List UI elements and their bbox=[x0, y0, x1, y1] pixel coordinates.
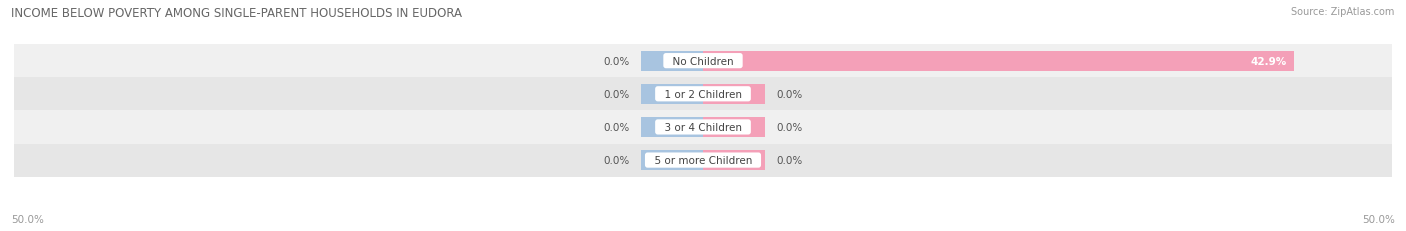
Text: 0.0%: 0.0% bbox=[603, 89, 630, 99]
Bar bbox=[641, 150, 703, 170]
Text: 0.0%: 0.0% bbox=[603, 56, 630, 66]
Bar bbox=[14, 78, 1392, 111]
Text: 42.9%: 42.9% bbox=[1251, 56, 1288, 66]
Bar bbox=[641, 118, 703, 137]
Text: 5 or more Children: 5 or more Children bbox=[648, 155, 758, 165]
Text: INCOME BELOW POVERTY AMONG SINGLE-PARENT HOUSEHOLDS IN EUDORA: INCOME BELOW POVERTY AMONG SINGLE-PARENT… bbox=[11, 7, 463, 20]
Bar bbox=[703, 52, 1294, 71]
Bar bbox=[641, 52, 703, 71]
Text: 0.0%: 0.0% bbox=[603, 155, 630, 165]
Bar bbox=[641, 85, 703, 104]
Bar bbox=[703, 85, 765, 104]
Text: No Children: No Children bbox=[666, 56, 740, 66]
Text: 0.0%: 0.0% bbox=[603, 122, 630, 132]
Text: 50.0%: 50.0% bbox=[11, 214, 44, 224]
Bar bbox=[14, 45, 1392, 78]
Text: Source: ZipAtlas.com: Source: ZipAtlas.com bbox=[1291, 7, 1395, 17]
Bar bbox=[703, 118, 765, 137]
Text: 3 or 4 Children: 3 or 4 Children bbox=[658, 122, 748, 132]
Text: 0.0%: 0.0% bbox=[776, 89, 803, 99]
Bar bbox=[14, 111, 1392, 144]
Text: 0.0%: 0.0% bbox=[776, 122, 803, 132]
Text: 0.0%: 0.0% bbox=[776, 155, 803, 165]
Bar bbox=[703, 150, 765, 170]
Text: 1 or 2 Children: 1 or 2 Children bbox=[658, 89, 748, 99]
Text: 50.0%: 50.0% bbox=[1362, 214, 1395, 224]
Bar bbox=[14, 144, 1392, 177]
